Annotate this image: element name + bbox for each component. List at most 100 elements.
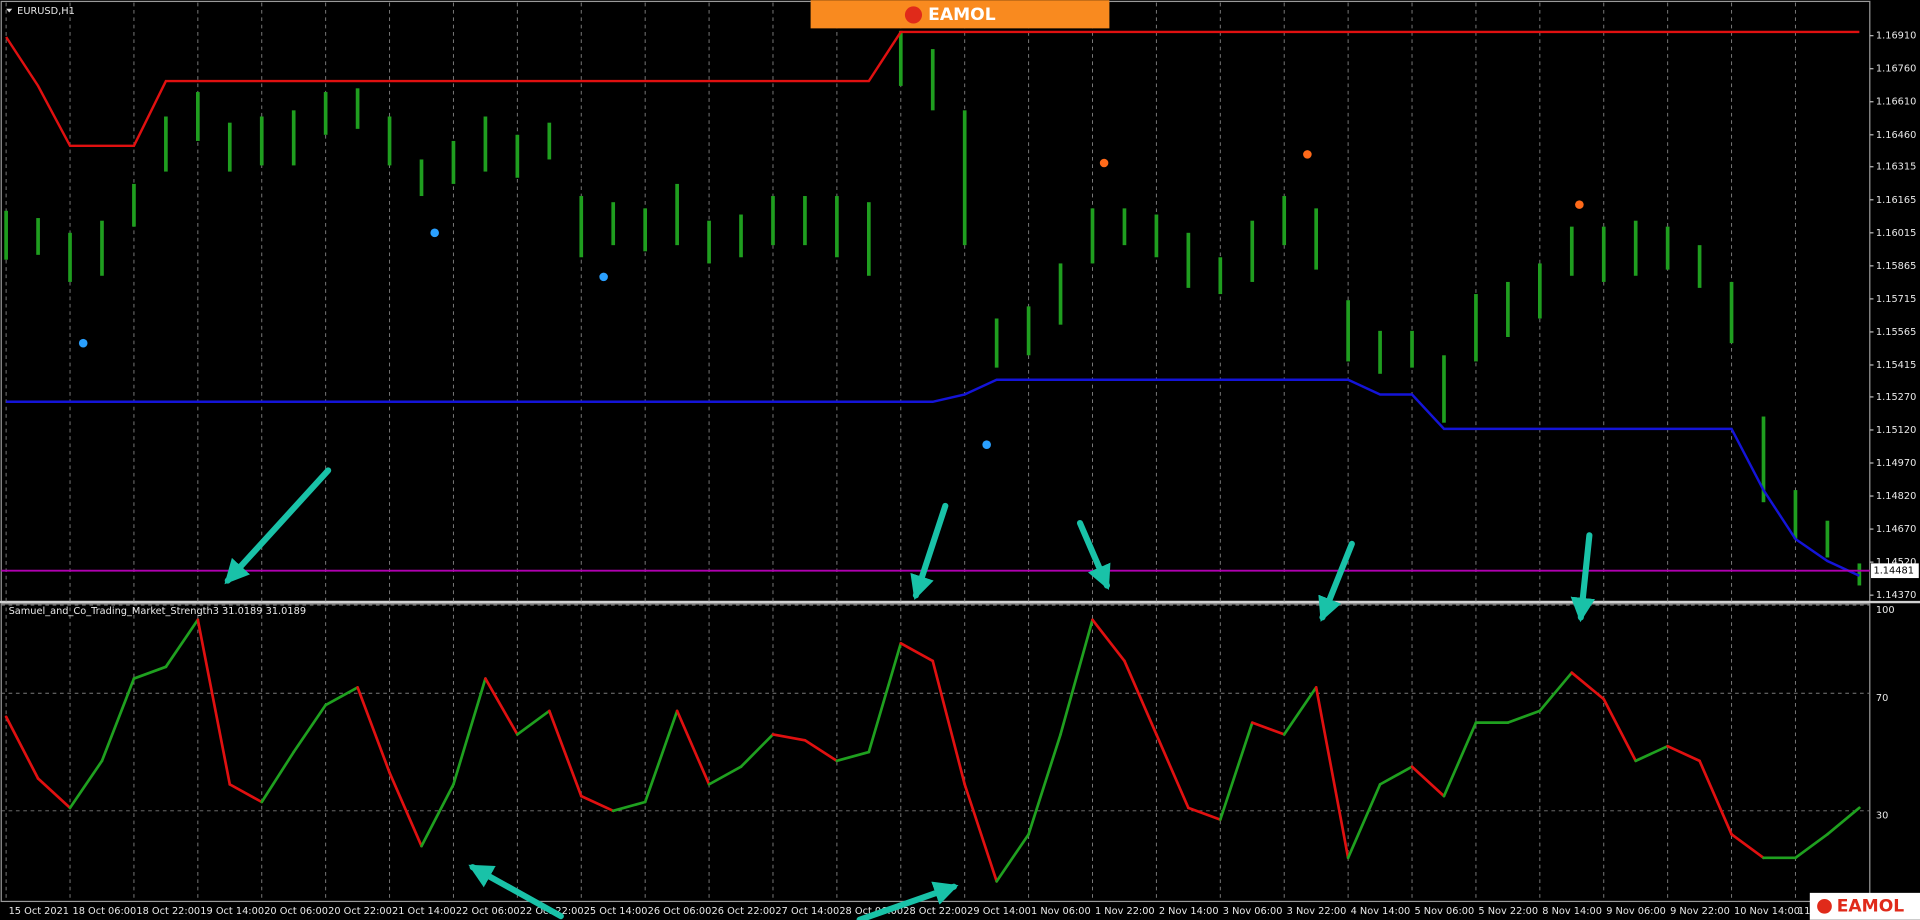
oscillator-segment xyxy=(324,686,359,707)
price-bar xyxy=(1474,294,1478,362)
top-logo: EAMOL xyxy=(928,5,996,25)
price-bar xyxy=(355,88,360,129)
y-tick-label: 1.16910 xyxy=(1876,31,1916,42)
oscillator-segment xyxy=(1442,721,1478,798)
signal-dot xyxy=(982,440,991,450)
oscillator-segment xyxy=(1666,744,1701,763)
x-tick-label: 18 Oct 22:00 xyxy=(136,906,200,917)
y-tick-label: 1.16460 xyxy=(1876,130,1916,141)
oscillator-segment xyxy=(1570,671,1606,701)
oscillator-segment xyxy=(611,800,647,813)
oscillator-segment xyxy=(1123,659,1158,736)
oscillator-segment xyxy=(1378,765,1414,786)
signal-dot xyxy=(430,228,439,238)
x-tick-label: 5 Nov 22:00 xyxy=(1478,906,1538,917)
price-bar xyxy=(675,183,679,246)
bottom-logo: EAMOL xyxy=(1837,896,1905,916)
oscillator-segment xyxy=(292,703,327,754)
x-tick-label: 25 Oct 14:00 xyxy=(584,906,648,917)
price-bar xyxy=(1122,208,1127,246)
price-bar xyxy=(1090,208,1095,264)
oscillator-segment xyxy=(899,641,935,663)
oscillator-segment xyxy=(931,659,967,786)
price-bar xyxy=(835,196,839,258)
last-price-label: 1.14481 xyxy=(1873,566,1913,577)
oscillator-segment xyxy=(1314,686,1350,860)
oscillator-segment xyxy=(579,794,615,813)
x-tick-label: 1 Nov 22:00 xyxy=(1095,906,1155,917)
price-bar xyxy=(1729,281,1734,344)
y-tick-label: 1.14370 xyxy=(1876,590,1916,601)
oscillator-segment xyxy=(739,733,775,769)
signal-dot xyxy=(1303,150,1312,159)
price-bar xyxy=(803,196,807,246)
oscillator-segment xyxy=(132,665,168,680)
oscillator-segment xyxy=(196,618,232,786)
oscillator-segment xyxy=(643,709,679,804)
x-tick-label: 4 Nov 14:00 xyxy=(1351,906,1411,917)
price-bar xyxy=(579,196,584,258)
oscillator-segment xyxy=(835,750,871,763)
x-tick-label: 18 Oct 06:00 xyxy=(72,906,136,917)
price-bar xyxy=(611,202,616,246)
oscillator-segment xyxy=(1506,709,1542,725)
price-bar xyxy=(419,159,424,197)
y-tick-label: 1.14820 xyxy=(1876,491,1916,502)
oscillator-segment xyxy=(68,759,104,810)
arrow xyxy=(856,881,959,920)
oscillator-segment xyxy=(1346,783,1382,860)
oscillator-segment xyxy=(1602,697,1638,763)
price-bar xyxy=(100,220,104,276)
price-bar xyxy=(1633,220,1638,276)
signal-dot xyxy=(599,272,608,282)
oscillator-segment xyxy=(867,641,903,754)
x-tick-label: 29 Oct 14:00 xyxy=(967,906,1031,917)
oscillator-segment xyxy=(995,832,1030,883)
y-tick-label: 1.16315 xyxy=(1876,162,1916,173)
logo-icon xyxy=(904,6,923,24)
oscillator-segment xyxy=(516,709,551,736)
oscillator-segment xyxy=(1250,721,1286,736)
x-tick-label: 26 Oct 06:00 xyxy=(648,906,712,917)
price-bar xyxy=(259,116,264,166)
x-tick-label: 28 Oct 22:00 xyxy=(903,906,967,917)
price-bar xyxy=(1218,257,1223,295)
y-tick-label: 1.16165 xyxy=(1876,195,1916,206)
price-bar xyxy=(323,92,328,135)
x-tick-label: 11 xyxy=(1798,906,1810,917)
y-tick-label: 1.15270 xyxy=(1876,392,1916,403)
oscillator-segment xyxy=(1091,618,1126,663)
price-bar xyxy=(930,49,935,111)
oscillator-segment xyxy=(420,783,455,848)
price-bar xyxy=(898,30,903,86)
price-bar xyxy=(291,110,296,166)
price-bar xyxy=(1506,281,1510,338)
price-bar xyxy=(451,140,456,184)
x-tick-label: 3 Nov 22:00 xyxy=(1287,906,1347,917)
x-tick-label: 28 Oct 06:00 xyxy=(839,906,903,917)
oscillator-segment xyxy=(1059,618,1094,736)
oscillator-segment xyxy=(356,686,391,774)
logo-icon xyxy=(1817,898,1832,914)
oscillator-segment xyxy=(771,733,807,742)
x-tick-label: 2 Nov 14:00 xyxy=(1159,906,1219,917)
oscillator-segment xyxy=(1698,759,1733,836)
y-tick-label: 1.15120 xyxy=(1876,425,1916,436)
x-tick-label: 22 Oct 06:00 xyxy=(456,906,520,917)
y-tick-label: 1.16015 xyxy=(1876,228,1916,239)
oscillator-segment xyxy=(1410,765,1446,798)
y-tick-label: 1.15565 xyxy=(1876,327,1916,338)
x-tick-label: 3 Nov 06:00 xyxy=(1223,906,1283,917)
price-bar xyxy=(1665,226,1670,270)
x-tick-label: 5 Nov 06:00 xyxy=(1414,906,1474,917)
price-bar xyxy=(483,116,488,172)
x-tick-label: 20 Oct 22:00 xyxy=(328,906,392,917)
price-bar xyxy=(164,116,168,172)
price-bar xyxy=(1250,220,1255,282)
price-bar xyxy=(643,208,648,252)
y-tick-label: 1.14670 xyxy=(1876,524,1916,535)
price-bar xyxy=(1442,355,1446,423)
price-bar xyxy=(739,214,743,258)
